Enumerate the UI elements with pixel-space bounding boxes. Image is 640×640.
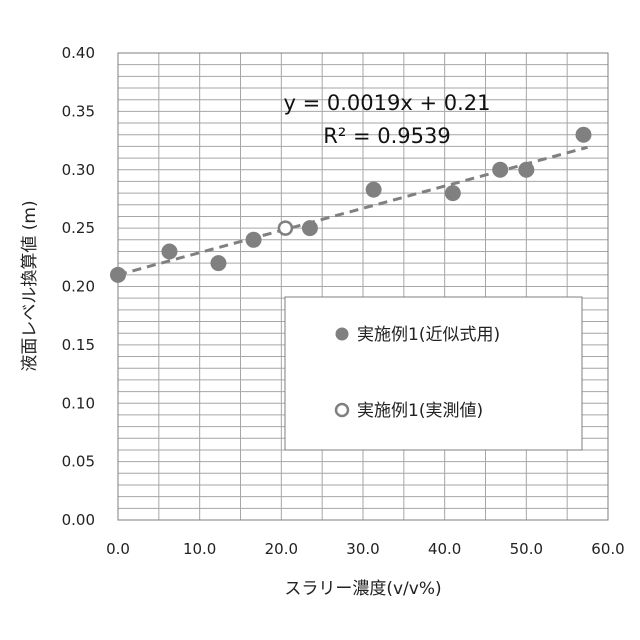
legend-label-approx: 実施例1(近似式用) xyxy=(357,325,500,345)
data-point-approx xyxy=(445,185,461,201)
y-tick-label: 0.40 xyxy=(62,44,95,62)
y-tick-label: 0.25 xyxy=(62,219,95,237)
y-tick-label: 0.00 xyxy=(62,511,95,529)
y-tick-label: 0.35 xyxy=(62,102,95,120)
data-point-measured xyxy=(279,222,292,235)
y-tick-label: 0.10 xyxy=(62,394,95,412)
x-tick-label: 10.0 xyxy=(183,540,216,558)
y-tick-label: 0.30 xyxy=(62,161,95,179)
y-tick-label: 0.15 xyxy=(62,336,95,354)
trendline-equation: y = 0.0019x + 0.21 xyxy=(284,91,491,115)
data-point-approx xyxy=(246,232,262,248)
x-tick-label: 0.0 xyxy=(106,540,130,558)
x-tick-label: 60.0 xyxy=(591,540,624,558)
y-tick-label: 0.05 xyxy=(62,453,95,471)
y-axis-title: 液面レベル換算値 (m) xyxy=(20,200,40,371)
legend: 実施例1(近似式用) 実施例1(実測値) xyxy=(285,297,582,450)
x-tick-label: 40.0 xyxy=(428,540,461,558)
x-tick-label: 30.0 xyxy=(346,540,379,558)
data-point-approx xyxy=(366,182,382,198)
legend-box xyxy=(285,297,582,450)
x-tick-label: 20.0 xyxy=(265,540,298,558)
trendline xyxy=(118,147,588,275)
data-point-approx xyxy=(492,162,508,178)
trendline-r-squared: R² = 0.9539 xyxy=(323,124,450,148)
data-point-approx xyxy=(161,243,177,259)
legend-label-measured: 実施例1(実測値) xyxy=(357,401,483,421)
x-axis-title: スラリー濃度(v/v%) xyxy=(284,579,441,599)
y-axis-ticks: 0.00 0.05 0.10 0.15 0.20 0.25 0.30 0.35 0.40 xyxy=(62,44,95,529)
legend-open-marker-icon xyxy=(336,404,348,416)
x-tick-label: 50.0 xyxy=(510,540,543,558)
legend-filled-marker-icon xyxy=(336,328,349,341)
data-point-approx xyxy=(210,255,226,271)
y-tick-label: 0.20 xyxy=(62,278,95,296)
data-point-approx xyxy=(110,267,126,283)
x-axis-ticks: 0.0 10.0 20.0 30.0 40.0 50.0 60.0 xyxy=(106,540,625,558)
data-point-approx xyxy=(576,127,592,143)
trendline-path xyxy=(118,147,588,275)
data-point-approx xyxy=(518,162,534,178)
data-point-approx xyxy=(302,220,318,236)
